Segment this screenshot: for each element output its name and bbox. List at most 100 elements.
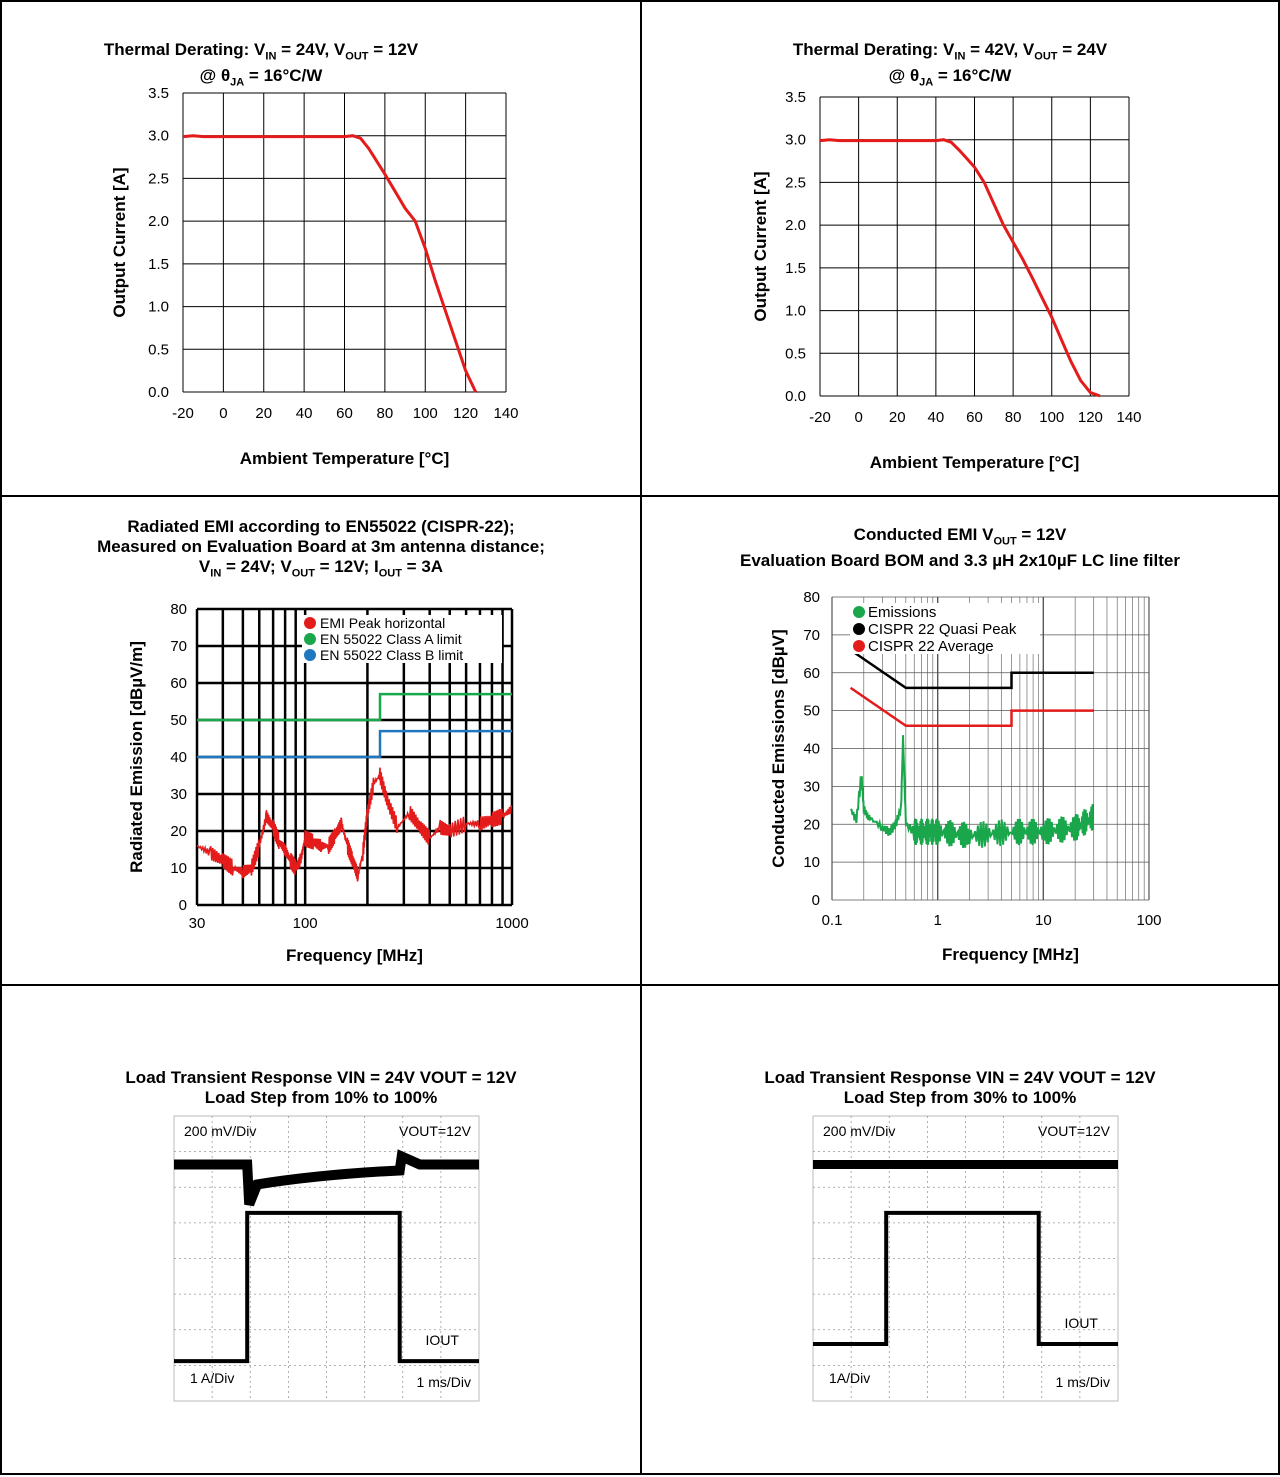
y-tick-label: 60 <box>803 665 820 682</box>
cell-conducted-emi: Conducted EMI VOUT = 12V Evaluation Boar… <box>640 495 1280 986</box>
y-tick-label: 3.0 <box>148 128 169 145</box>
x-tick-label: 120 <box>453 405 478 422</box>
x-tick-label: 40 <box>928 409 945 426</box>
y-tick-label: 1.0 <box>148 299 169 316</box>
y-tick-label: 50 <box>170 712 187 729</box>
time-per-div-label: 1 ms/Div <box>1056 1374 1110 1390</box>
iout-label: IOUT <box>426 1332 460 1348</box>
derating-1-plot: -20 0 20 40 60 80 100 120 140 0.0 0.5 1.0 1.5 2.0 2.5 3… <box>110 85 519 468</box>
derating-2-plot: -20 0 20 40 60 80 100 120 140 0.0 0.5 1.0 1.5 2.0 2.5 3… <box>751 89 1142 472</box>
y-tick-label: 20 <box>803 816 820 833</box>
chart-title: Thermal Derating: VIN = 42V, VOUT = 24V … <box>792 40 1108 89</box>
chart-title: Conducted EMI VOUT = 12V Evaluation Boar… <box>740 525 1180 571</box>
emissions-series <box>849 735 1095 848</box>
legend-bg <box>850 620 1040 637</box>
vout-trace <box>174 1149 479 1207</box>
legend-bg <box>302 615 502 631</box>
y-tick-label: 1.5 <box>148 256 169 273</box>
y-tick-label: 3.0 <box>785 132 806 149</box>
vout-label: VOUT=12V <box>399 1123 472 1139</box>
x-tick-label: 120 <box>1078 409 1103 426</box>
chart-title: Load Transient Response VIN = 24V VOUT =… <box>764 1068 1156 1107</box>
x-tick-label: -20 <box>172 405 194 422</box>
x-axis-label: Ambient Temperature [°C] <box>870 453 1080 472</box>
iout-trace <box>813 1210 1118 1346</box>
legend-label: Emissions <box>868 604 936 621</box>
y-tick-label: 30 <box>803 778 820 795</box>
y-tick-label: 2.5 <box>785 174 806 191</box>
legend-bg <box>850 603 1040 620</box>
class-a-limit <box>197 692 512 722</box>
x-tick-label: 1000 <box>495 915 528 932</box>
legend-label: CISPR 22 Quasi Peak <box>868 621 1017 638</box>
x-tick-label: 30 <box>189 915 206 932</box>
x-tick-label: 60 <box>966 409 983 426</box>
x-tick-label: 100 <box>413 405 438 422</box>
y-tick-label: 0.5 <box>148 341 169 358</box>
y-tick-label: 2.5 <box>148 170 169 187</box>
amps-per-div-label: 1 A/Div <box>190 1370 234 1386</box>
chart-title: Load Transient Response VIN = 24V VOUT =… <box>125 1068 517 1107</box>
x-tick-label: 0 <box>854 409 862 426</box>
iout-trace <box>174 1210 479 1364</box>
average-limit <box>849 686 1094 728</box>
cell-transient-2: Load Transient Response VIN = 24V VOUT =… <box>640 984 1280 1475</box>
y-tick-label: 0 <box>179 897 187 914</box>
cell-derating-1: Thermal Derating: VIN = 24V, VOUT = 12V … <box>0 0 642 497</box>
legend-marker <box>304 633 316 645</box>
x-tick-label: 20 <box>889 409 906 426</box>
x-tick-label: 10 <box>1035 912 1052 929</box>
y-tick-label: 80 <box>170 601 187 618</box>
legend-marker <box>304 649 316 661</box>
y-tick-label: 1.0 <box>785 303 806 320</box>
legend-label: EMI Peak horizontal <box>320 615 445 631</box>
class-b-limit <box>197 729 512 759</box>
x-axis-label: Frequency [MHz] <box>286 946 423 965</box>
legend-marker <box>304 617 316 629</box>
vout-label: VOUT=12V <box>1038 1123 1111 1139</box>
y-axis-label: Output Current [A] <box>751 171 770 321</box>
x-tick-label: 60 <box>336 405 353 422</box>
cell-derating-2: Thermal Derating: VIN = 42V, VOUT = 24V … <box>640 0 1280 497</box>
x-tick-label: 100 <box>1136 912 1161 929</box>
y-tick-label: 50 <box>803 703 820 720</box>
conducted-emi-plot: 0.1 1 10 100 0 10 20 30 40 50 60 70 80 Frequency [MHz… <box>769 589 1162 964</box>
radiated-emi-plot: 30 100 1000 0 10 20 30 40 50 60 70 80 Frequency [MHz… <box>127 601 529 965</box>
y-tick-label: 0.0 <box>148 384 169 401</box>
x-tick-label: 80 <box>1005 409 1022 426</box>
y-axis-label: Output Current [A] <box>110 167 129 317</box>
time-per-div-label: 1 ms/Div <box>417 1374 471 1390</box>
y-tick-label: 2.0 <box>785 217 806 234</box>
x-tick-label: 0.1 <box>822 912 843 929</box>
y-tick-label: 30 <box>170 786 187 803</box>
x-tick-label: 100 <box>293 915 318 932</box>
y-tick-label: 40 <box>803 741 820 758</box>
x-tick-label: 0 <box>219 405 227 422</box>
emi-peak-series <box>196 767 512 882</box>
legend-bg <box>302 647 502 663</box>
legend-label: EN 55022 Class A limit <box>320 631 462 647</box>
y-tick-label: 3.5 <box>785 89 806 106</box>
cell-transient-1: Load Transient Response VIN = 24V VOUT =… <box>0 984 642 1475</box>
x-axis-label: Ambient Temperature [°C] <box>240 449 450 468</box>
legend-label: CISPR 22 Average <box>868 638 994 655</box>
x-tick-label: 100 <box>1039 409 1064 426</box>
derating-curve <box>819 138 1101 398</box>
derating-curve <box>182 134 478 393</box>
legend-bg <box>850 637 1040 654</box>
y-tick-label: 3.5 <box>148 85 169 102</box>
transient-1-plot: 200 mV/Div VOUT=12V IOUT 1 A/Div 1 ms/Div <box>173 1115 480 1402</box>
y-tick-label: 1.5 <box>785 260 806 277</box>
x-tick-label: 40 <box>296 405 313 422</box>
quasi-peak-limit <box>849 648 1094 690</box>
y-axis-label: Radiated Emission [dBµV/m] <box>127 641 146 873</box>
x-axis-label: Frequency [MHz] <box>942 945 1079 964</box>
legend-marker <box>853 640 865 652</box>
legend-label: EN 55022 Class B limit <box>320 647 463 663</box>
transient-2-plot: 200 mV/Div VOUT=12V IOUT 1A/Div 1 ms/Div <box>812 1115 1119 1402</box>
legend-marker <box>853 606 865 618</box>
volts-per-div-label: 200 mV/Div <box>184 1123 256 1139</box>
y-tick-label: 40 <box>170 749 187 766</box>
y-tick-label: 70 <box>803 627 820 644</box>
